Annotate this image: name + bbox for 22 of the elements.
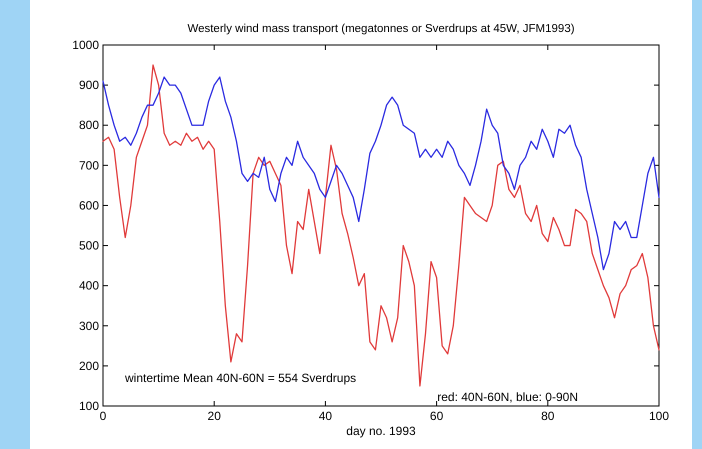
x-tick-label: 100 [648, 409, 670, 423]
y-tick-label: 1000 [72, 38, 100, 52]
y-tick-label: 300 [78, 318, 100, 333]
y-tick-label: 800 [78, 118, 100, 132]
x-axis-title: day no. 1993 [346, 424, 416, 438]
annotation: red: 40N-60N, blue: 0-90N [437, 390, 578, 404]
x-tick-label: 40 [318, 409, 332, 423]
y-tick-label: 900 [78, 78, 100, 92]
line-series [102, 64, 660, 387]
x-tick-label: 0 [100, 409, 107, 423]
x-tick-label: 20 [208, 409, 222, 423]
y-tick-label: 600 [78, 198, 100, 212]
annotation: wintertime Mean 40N-60N = 554 Sverdrups [124, 371, 356, 385]
y-tick-label: 700 [78, 158, 100, 172]
x-tick-label: 60 [430, 409, 444, 423]
line-series [102, 76, 660, 270]
x-tick-label: 80 [541, 409, 555, 423]
y-tick-label: 200 [78, 358, 100, 373]
y-tick-label: 500 [78, 238, 100, 253]
y-tick-label: 400 [78, 278, 100, 293]
chart-title: Westerly wind mass transport (megatonnes or Sverdrups at 45W, JFM1993) [187, 23, 575, 35]
y-tick-label: 100 [78, 399, 100, 413]
